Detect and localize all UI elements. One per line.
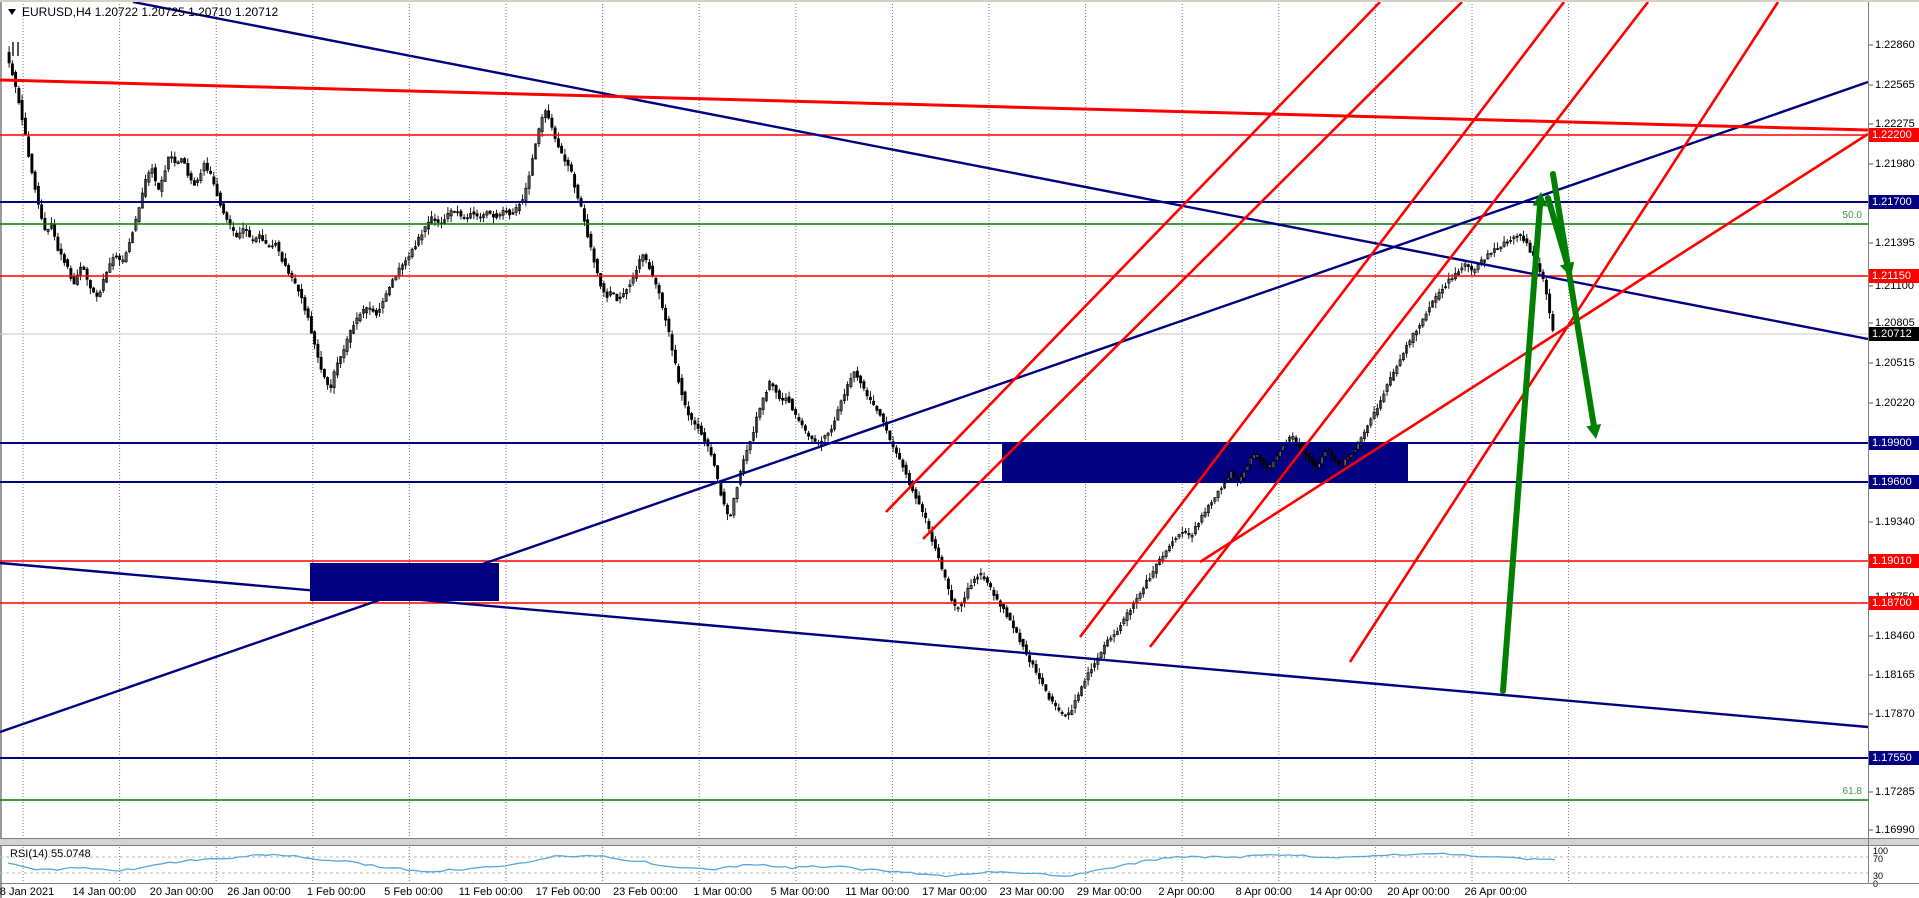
scroll-grip-icon[interactable] bbox=[12, 42, 19, 56]
rsi-indicator-label: RSI(14) 55.0748 bbox=[10, 848, 91, 860]
price-tick-label: 1.22275 bbox=[1875, 118, 1915, 130]
date-axis-label: 11 Feb 00:00 bbox=[458, 886, 523, 898]
price-level-tag: 1.21700 bbox=[1869, 195, 1919, 209]
window-left-edge bbox=[0, 2, 2, 898]
date-axis-label: 5 Mar 00:00 bbox=[770, 886, 830, 898]
supply-demand-zone[interactable] bbox=[1002, 442, 1408, 482]
indicator-splitter[interactable] bbox=[0, 838, 1919, 846]
trendline[interactable] bbox=[0, 78, 1869, 132]
trendline[interactable] bbox=[922, 2, 1463, 540]
rsi-value: 55.0748 bbox=[50, 848, 91, 860]
date-axis-label: 11 Mar 00:00 bbox=[845, 886, 910, 898]
date-axis-label: 20 Apr 00:00 bbox=[1387, 886, 1450, 898]
price-level-tag: 1.17550 bbox=[1869, 751, 1919, 765]
chart-title-bar: EURUSD,H4 1.20722 1.20725 1.20710 1.2071… bbox=[8, 5, 278, 19]
date-axis-label: 17 Feb 00:00 bbox=[535, 886, 601, 898]
chevron-down-icon[interactable] bbox=[8, 9, 16, 15]
price-tick-label: 1.21980 bbox=[1875, 158, 1915, 170]
date-axis-label: 8 Apr 00:00 bbox=[1235, 886, 1292, 898]
rsi-axis-label: 100 bbox=[1873, 846, 1889, 856]
arrowhead-up-icon bbox=[1532, 192, 1548, 207]
price-tick-label: 1.20515 bbox=[1875, 357, 1915, 369]
date-axis-label: 2 Apr 00:00 bbox=[1158, 886, 1215, 898]
price-tick-label: 1.18460 bbox=[1875, 630, 1915, 642]
price-level-tag: 1.19010 bbox=[1869, 554, 1919, 568]
date-axis-label: 8 Jan 2021 bbox=[0, 886, 55, 898]
date-axis-label: 23 Mar 00:00 bbox=[999, 886, 1065, 898]
price-tick-label: 1.16990 bbox=[1875, 824, 1915, 836]
price-axis-separator bbox=[1868, 2, 1869, 883]
date-axis-label: 17 Mar 00:00 bbox=[922, 886, 988, 898]
rsi-axis-label: 0 bbox=[1873, 879, 1879, 889]
price-tick-label: 1.22565 bbox=[1875, 79, 1915, 91]
price-level-tag: 1.21150 bbox=[1869, 269, 1919, 283]
date-axis-label: 23 Feb 00:00 bbox=[612, 886, 678, 898]
price-tick-label: 1.21100 bbox=[1875, 280, 1914, 292]
price-level-tag: 1.19900 bbox=[1869, 436, 1919, 450]
price-level-tag: 1.19600 bbox=[1869, 475, 1919, 489]
trendline[interactable] bbox=[1148, 2, 1650, 648]
price-tick-label: 1.20220 bbox=[1875, 397, 1915, 409]
price-tick-label: 1.17285 bbox=[1875, 786, 1915, 798]
price-tick-label: 1.18165 bbox=[1875, 669, 1915, 681]
date-axis-label: 29 Mar 00:00 bbox=[1076, 886, 1142, 898]
date-axis-label: 20 Jan 00:00 bbox=[149, 886, 214, 898]
arrowhead-down-icon bbox=[1586, 423, 1602, 439]
price-level-tag: 1.22200 bbox=[1869, 128, 1919, 142]
trendline[interactable] bbox=[885, 2, 1381, 513]
rsi-name: RSI(14) bbox=[10, 848, 48, 860]
candle-wicks bbox=[8, 46, 1554, 720]
date-axis-label: 1 Mar 00:00 bbox=[693, 886, 753, 898]
date-axis-label: 26 Apr 00:00 bbox=[1464, 886, 1527, 898]
trendline[interactable] bbox=[0, 561, 1869, 729]
trendline[interactable] bbox=[1078, 2, 1566, 638]
price-tick-label: 1.17870 bbox=[1875, 708, 1915, 720]
date-axis-label: 26 Jan 00:00 bbox=[227, 886, 291, 898]
trendline[interactable] bbox=[1199, 132, 1869, 564]
price-tick-label: 1.19340 bbox=[1875, 516, 1915, 528]
fib-level-label: 61.8 bbox=[1842, 786, 1862, 797]
date-axis-label: 14 Apr 00:00 bbox=[1309, 886, 1373, 898]
trendline[interactable] bbox=[132, 2, 1869, 341]
price-tick-label: 1.21395 bbox=[1875, 237, 1915, 249]
rsi-axis-label: 30 bbox=[1873, 871, 1884, 881]
rsi-panel-bottom-border bbox=[0, 883, 1919, 884]
price-level-tag: 1.18700 bbox=[1869, 596, 1919, 610]
trendline[interactable] bbox=[1348, 2, 1780, 663]
date-axis-label: 14 Jan 00:00 bbox=[72, 886, 137, 898]
projection-arrow-down[interactable] bbox=[1550, 171, 1597, 429]
price-tick-label: 1.22860 bbox=[1875, 39, 1915, 51]
symbol-ohlc-title: EURUSD,H4 1.20722 1.20725 1.20710 1.2071… bbox=[22, 5, 279, 19]
projection-arrow-up[interactable] bbox=[1500, 202, 1543, 694]
date-axis-label: 1 Feb 00:00 bbox=[306, 886, 366, 898]
fib-level-label: 50.0 bbox=[1842, 210, 1862, 221]
price-tick-label: 1.20805 bbox=[1875, 317, 1915, 329]
current-price-tag: 1.20712 bbox=[1869, 327, 1919, 341]
rsi-line bbox=[7, 852, 1556, 878]
rsi-axis-label: 70 bbox=[1873, 854, 1884, 864]
date-axis-label: 5 Feb 00:00 bbox=[384, 886, 443, 898]
